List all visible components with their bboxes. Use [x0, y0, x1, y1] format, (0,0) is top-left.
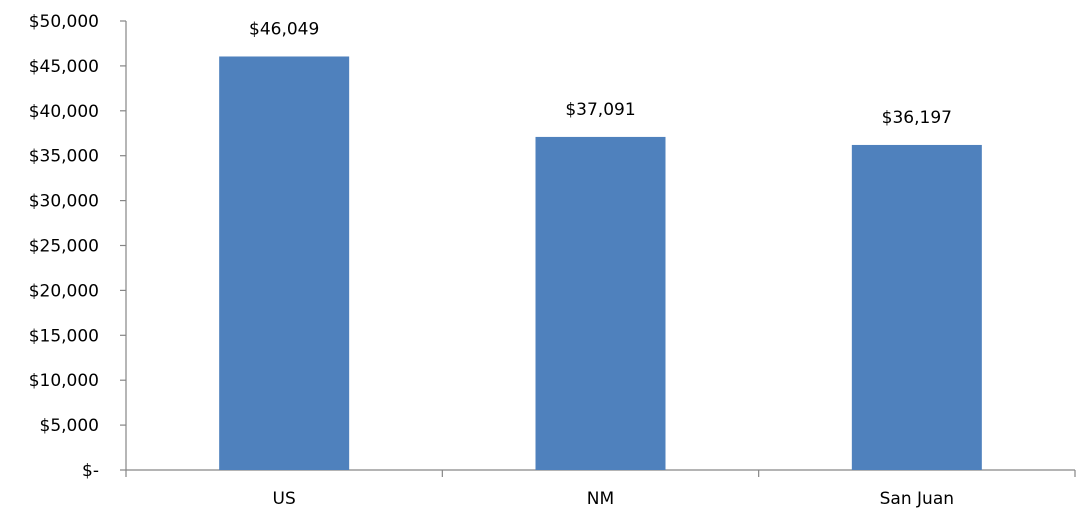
x-axis: US NM San Juan — [125, 469, 1076, 509]
y-tick-label: $- — [82, 461, 99, 481]
y-tick-label: $15,000 — [29, 326, 99, 346]
y-tick-label: $5,000 — [40, 416, 99, 436]
x-category-label: NM — [587, 489, 614, 509]
y-tick-label: $40,000 — [29, 102, 99, 122]
y-axis: $- $5,000 $10,000 $15,000 $20,000 $25,000 $30,… — [29, 12, 127, 481]
bar-nm — [535, 136, 666, 470]
bar-value-label: $37,091 — [565, 100, 635, 120]
y-tick-label: $45,000 — [29, 57, 99, 77]
bar-value-label: $46,049 — [249, 19, 319, 39]
x-category-label: US — [273, 489, 296, 509]
bars — [219, 56, 982, 471]
y-tick-label: $10,000 — [29, 371, 99, 391]
y-tick-label: $50,000 — [29, 12, 99, 32]
y-tick-label: $35,000 — [29, 147, 99, 167]
x-category-label: San Juan — [880, 489, 954, 509]
bar-value-label: $36,197 — [882, 108, 952, 128]
data-labels: $46,049 $37,091 $36,197 — [249, 19, 952, 127]
y-tick-label: $30,000 — [29, 192, 99, 212]
y-tick-label: $25,000 — [29, 237, 99, 257]
y-tick-label: $20,000 — [29, 281, 99, 301]
bar-san-juan — [851, 144, 982, 471]
bar-us — [219, 56, 350, 470]
